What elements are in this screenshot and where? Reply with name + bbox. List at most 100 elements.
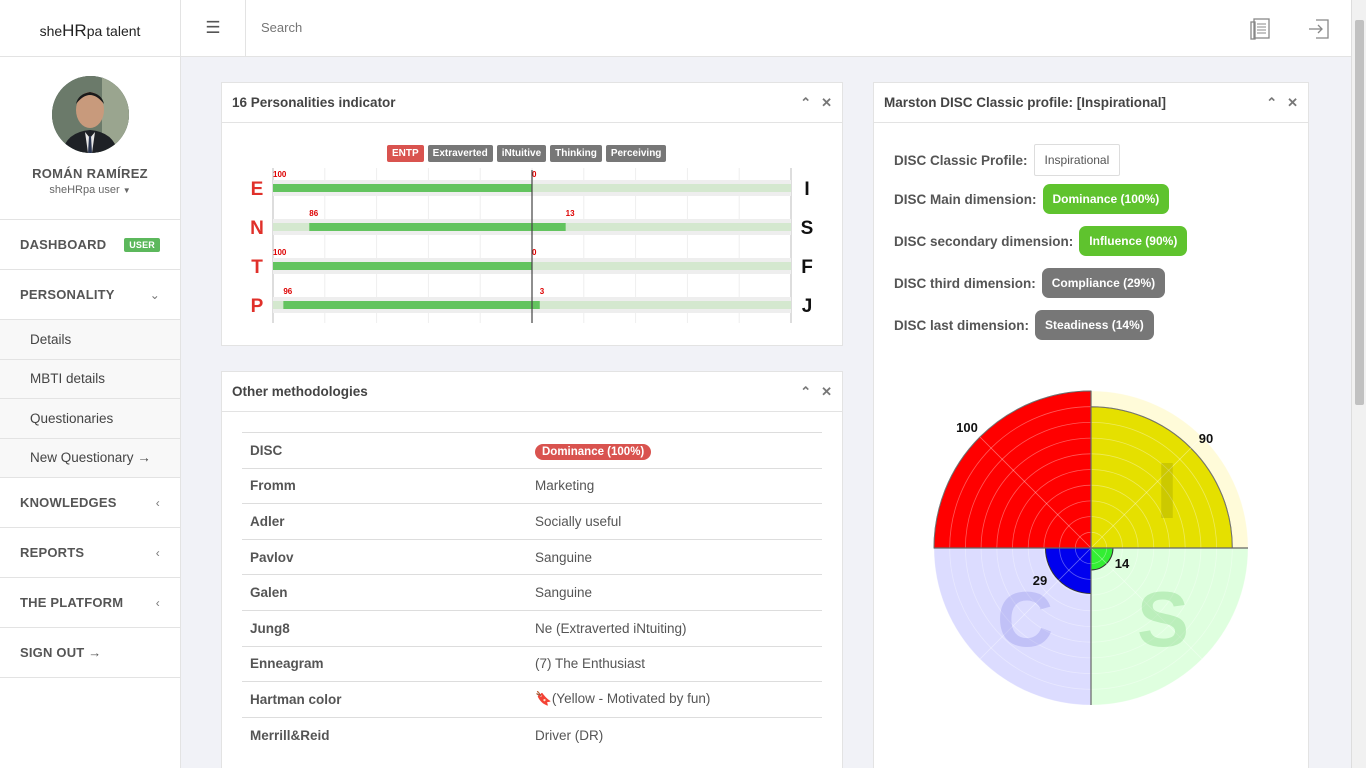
- disc-letter-c: C: [997, 575, 1053, 663]
- nav-sign-out[interactable]: SIGN OUT →: [0, 628, 180, 678]
- nav-knowledges[interactable]: KNOWLEDGES ‹: [0, 478, 180, 528]
- bar-right-value: 0: [532, 170, 537, 179]
- brand-text-post: pa talent: [86, 23, 141, 39]
- document-icon[interactable]: [1249, 17, 1273, 41]
- nav-platform-label: THE PLATFORM: [20, 595, 124, 610]
- data-wedge-c: [1044, 547, 1092, 595]
- disc-secondary-row: DISC secondary dimension: Influence (90%): [894, 226, 1188, 256]
- bar-fill-EI: [273, 184, 532, 192]
- mbti-tag: Thinking: [550, 145, 602, 162]
- bar-right-value: 13: [566, 209, 575, 218]
- disc-third-row: DISC third dimension: Compliance (29%): [894, 268, 1166, 298]
- table-row: Enneagram (7) The Enthusiast: [242, 645, 822, 682]
- row-key: Jung8: [242, 609, 527, 647]
- bar-fill-PJ: [283, 301, 540, 309]
- data-wedge-d: [933, 390, 1092, 549]
- collapse-icon[interactable]: ⌃: [1266, 94, 1278, 110]
- bar-left-value: 96: [283, 287, 292, 296]
- table-row: Merrill&Reid Driver (DR): [242, 716, 822, 753]
- disc-third-label: DISC third dimension:: [894, 275, 1036, 291]
- disc-value-label-i: 90: [1199, 431, 1213, 446]
- disc-main-label: DISC Main dimension:: [894, 191, 1037, 207]
- close-icon[interactable]: ✕: [821, 383, 832, 399]
- row-value: Dominance (100%): [527, 432, 822, 469]
- row-key: Hartman color: [242, 681, 527, 718]
- data-wedge-i: [1090, 406, 1233, 549]
- quadrant-bg-c: [934, 548, 1091, 705]
- dimension-right-letter: S: [801, 218, 814, 239]
- collapse-icon[interactable]: ⌃: [800, 94, 812, 110]
- user-name: ROMÁN RAMÍREZ: [32, 166, 148, 181]
- polar-grid-spoke: [979, 547, 1092, 660]
- nav-signout-label: SIGN OUT →: [20, 645, 102, 660]
- nav-sub-details[interactable]: Details: [0, 320, 180, 360]
- disc-panel: Marston DISC Classic profile: [Inspirati…: [873, 82, 1309, 768]
- table-row: Galen Sanguine: [242, 574, 822, 611]
- row-value: Socially useful: [527, 503, 822, 540]
- disc-value-label-c: 29: [1033, 573, 1047, 588]
- search-input[interactable]: [261, 20, 561, 35]
- personalities-panel: 16 Personalities indicator ⌃ ✕ ENTP Extra…: [221, 82, 843, 346]
- quadrant-bg-s: [1091, 548, 1248, 705]
- brand-logo[interactable]: she HR pa talent: [0, 0, 180, 57]
- nav-sub-questionaries[interactable]: Questionaries: [0, 399, 180, 439]
- nav-reports[interactable]: REPORTS ‹: [0, 528, 180, 578]
- dimension-left-letter: P: [251, 296, 264, 317]
- row-key: Pavlov: [242, 538, 527, 575]
- panel-controls: ⌃ ✕: [800, 384, 832, 400]
- polar-grid-spoke: [979, 436, 1092, 549]
- nav-sub-mbti-details[interactable]: MBTI details: [0, 359, 180, 399]
- nav-the-platform[interactable]: THE PLATFORM ‹: [0, 578, 180, 628]
- brand-text-hr: HR: [62, 21, 87, 40]
- panel-header: 16 Personalities indicator ⌃ ✕: [222, 83, 842, 123]
- nav-knowledges-label: KNOWLEDGES: [20, 495, 117, 510]
- disc-last-label: DISC last dimension:: [894, 317, 1030, 333]
- row-key: Fromm: [242, 467, 527, 504]
- bookmark-icon: 🔖: [535, 691, 552, 707]
- disc-profile-value: Inspirational: [1033, 144, 1121, 176]
- row-value: Sanguine: [527, 574, 822, 611]
- user-profile: ROMÁN RAMÍREZ sheHRpa user ▼: [0, 57, 180, 220]
- scrollbar-thumb[interactable]: [1355, 20, 1364, 405]
- nav-personality[interactable]: PERSONALITY ⌄: [0, 270, 180, 320]
- table-row: Fromm Marketing: [242, 467, 822, 504]
- panel-title: Other methodologies: [232, 384, 368, 399]
- data-wedge-s: [1090, 547, 1114, 571]
- hamburger-menu-icon[interactable]: ☰: [181, 0, 246, 56]
- topbar: ☰: [181, 0, 1351, 57]
- disc-secondary-value: Influence (90%): [1079, 226, 1188, 256]
- disc-letter-s: S: [1137, 575, 1189, 663]
- disc-main-value: Dominance (100%): [1042, 184, 1170, 214]
- panel-header: Other methodologies ⌃ ✕: [222, 372, 842, 412]
- logout-icon[interactable]: [1307, 17, 1331, 41]
- avatar[interactable]: [51, 76, 129, 153]
- disc-last-row: DISC last dimension: Steadiness (14%): [894, 310, 1154, 340]
- nav-sub-new-questionary[interactable]: New Questionary →: [0, 438, 180, 478]
- bar-fill-TF: [273, 262, 532, 270]
- dimension-right-letter: J: [802, 296, 813, 317]
- row-value: Sanguine: [527, 538, 822, 575]
- nav-dashboard[interactable]: DASHBOARD USER: [0, 220, 180, 270]
- page-scrollbar[interactable]: [1351, 0, 1366, 768]
- table-row: DISC Dominance (100%): [242, 432, 822, 469]
- table-row: Pavlov Sanguine: [242, 538, 822, 575]
- row-key: Merrill&Reid: [242, 716, 527, 753]
- row-key: Adler: [242, 503, 527, 540]
- close-icon[interactable]: ✕: [821, 94, 832, 110]
- user-role-dropdown[interactable]: sheHRpa user ▼: [0, 184, 180, 196]
- row-key: Enneagram: [242, 645, 527, 682]
- row-value: (7) The Enthusiast: [527, 645, 822, 682]
- row-value: Driver (DR): [527, 716, 822, 753]
- dimension-left-letter: N: [250, 218, 264, 239]
- table-row: Adler Socially useful: [242, 503, 822, 540]
- disc-value-label-d: 100: [956, 420, 978, 435]
- polar-grid-spoke: [1090, 547, 1203, 660]
- collapse-icon[interactable]: ⌃: [800, 383, 812, 399]
- nav-reports-label: REPORTS: [20, 545, 85, 560]
- mbti-tag: Extraverted: [427, 145, 493, 162]
- bar-left-value: 100: [273, 248, 287, 257]
- close-icon[interactable]: ✕: [1287, 94, 1298, 110]
- brand-text-pre: she: [39, 23, 63, 39]
- row-value: Ne (Extraverted iNtuiting): [527, 609, 822, 647]
- dimension-right-letter: F: [801, 257, 813, 278]
